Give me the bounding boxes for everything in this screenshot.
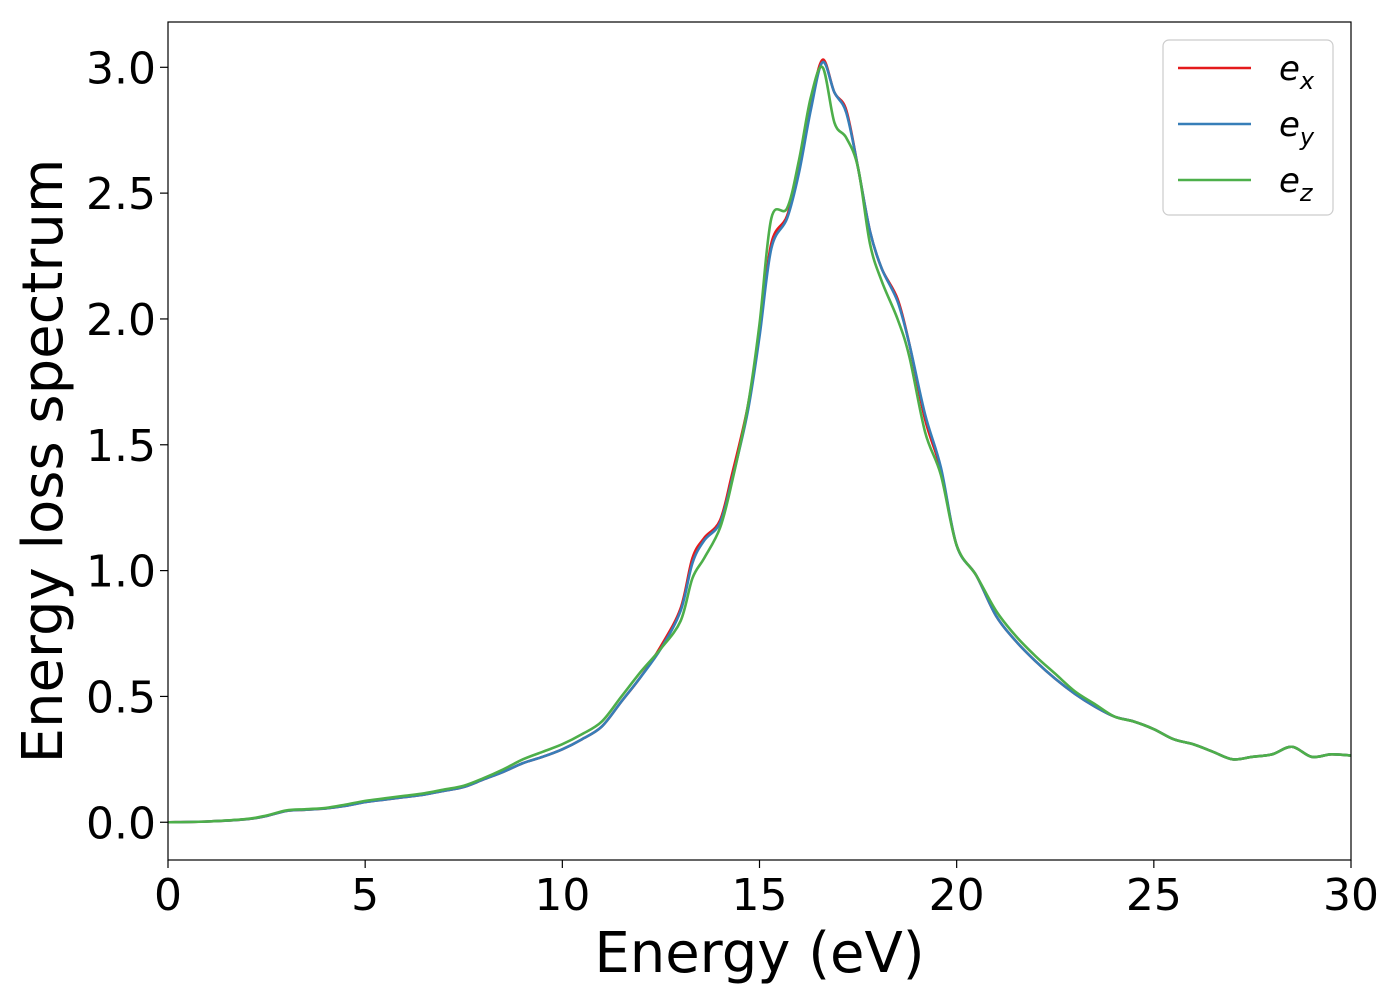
y-tick-label: 3.0 (86, 43, 156, 94)
legend-box (1162, 39, 1334, 216)
series-line-z (167, 65, 1352, 824)
legend-label-z: ez (1279, 161, 1314, 207)
x-axis-ticks: 0 5 10 15 20 25 30 (154, 860, 1379, 921)
y-tick-label: 1.0 (86, 547, 156, 598)
legend-label-x: ex (1279, 49, 1315, 95)
y-tick-label: 2.0 (86, 295, 156, 346)
x-tick-label: 30 (1323, 870, 1379, 921)
y-tick-label: 0.5 (86, 672, 156, 723)
x-tick-label: 25 (1126, 870, 1182, 921)
x-tick-label: 5 (351, 870, 379, 921)
legend-label-y: ey (1279, 105, 1315, 151)
y-tick-label: 2.5 (86, 169, 156, 220)
x-tick-label: 15 (732, 870, 788, 921)
legend: ex ey ez (1162, 39, 1334, 216)
y-axis-label: Energy loss spectrum (11, 159, 76, 764)
x-tick-label: 20 (929, 870, 985, 921)
x-tick-label: 10 (534, 870, 590, 921)
x-tick-label: 0 (154, 870, 182, 921)
y-tick-label: 1.5 (86, 421, 156, 472)
y-tick-label: 0.0 (86, 798, 156, 849)
x-axis-label: Energy (eV) (594, 921, 924, 986)
series-lines (167, 58, 1352, 824)
y-axis-ticks: 0.0 0.5 1.0 1.5 2.0 2.5 3.0 (86, 43, 168, 849)
